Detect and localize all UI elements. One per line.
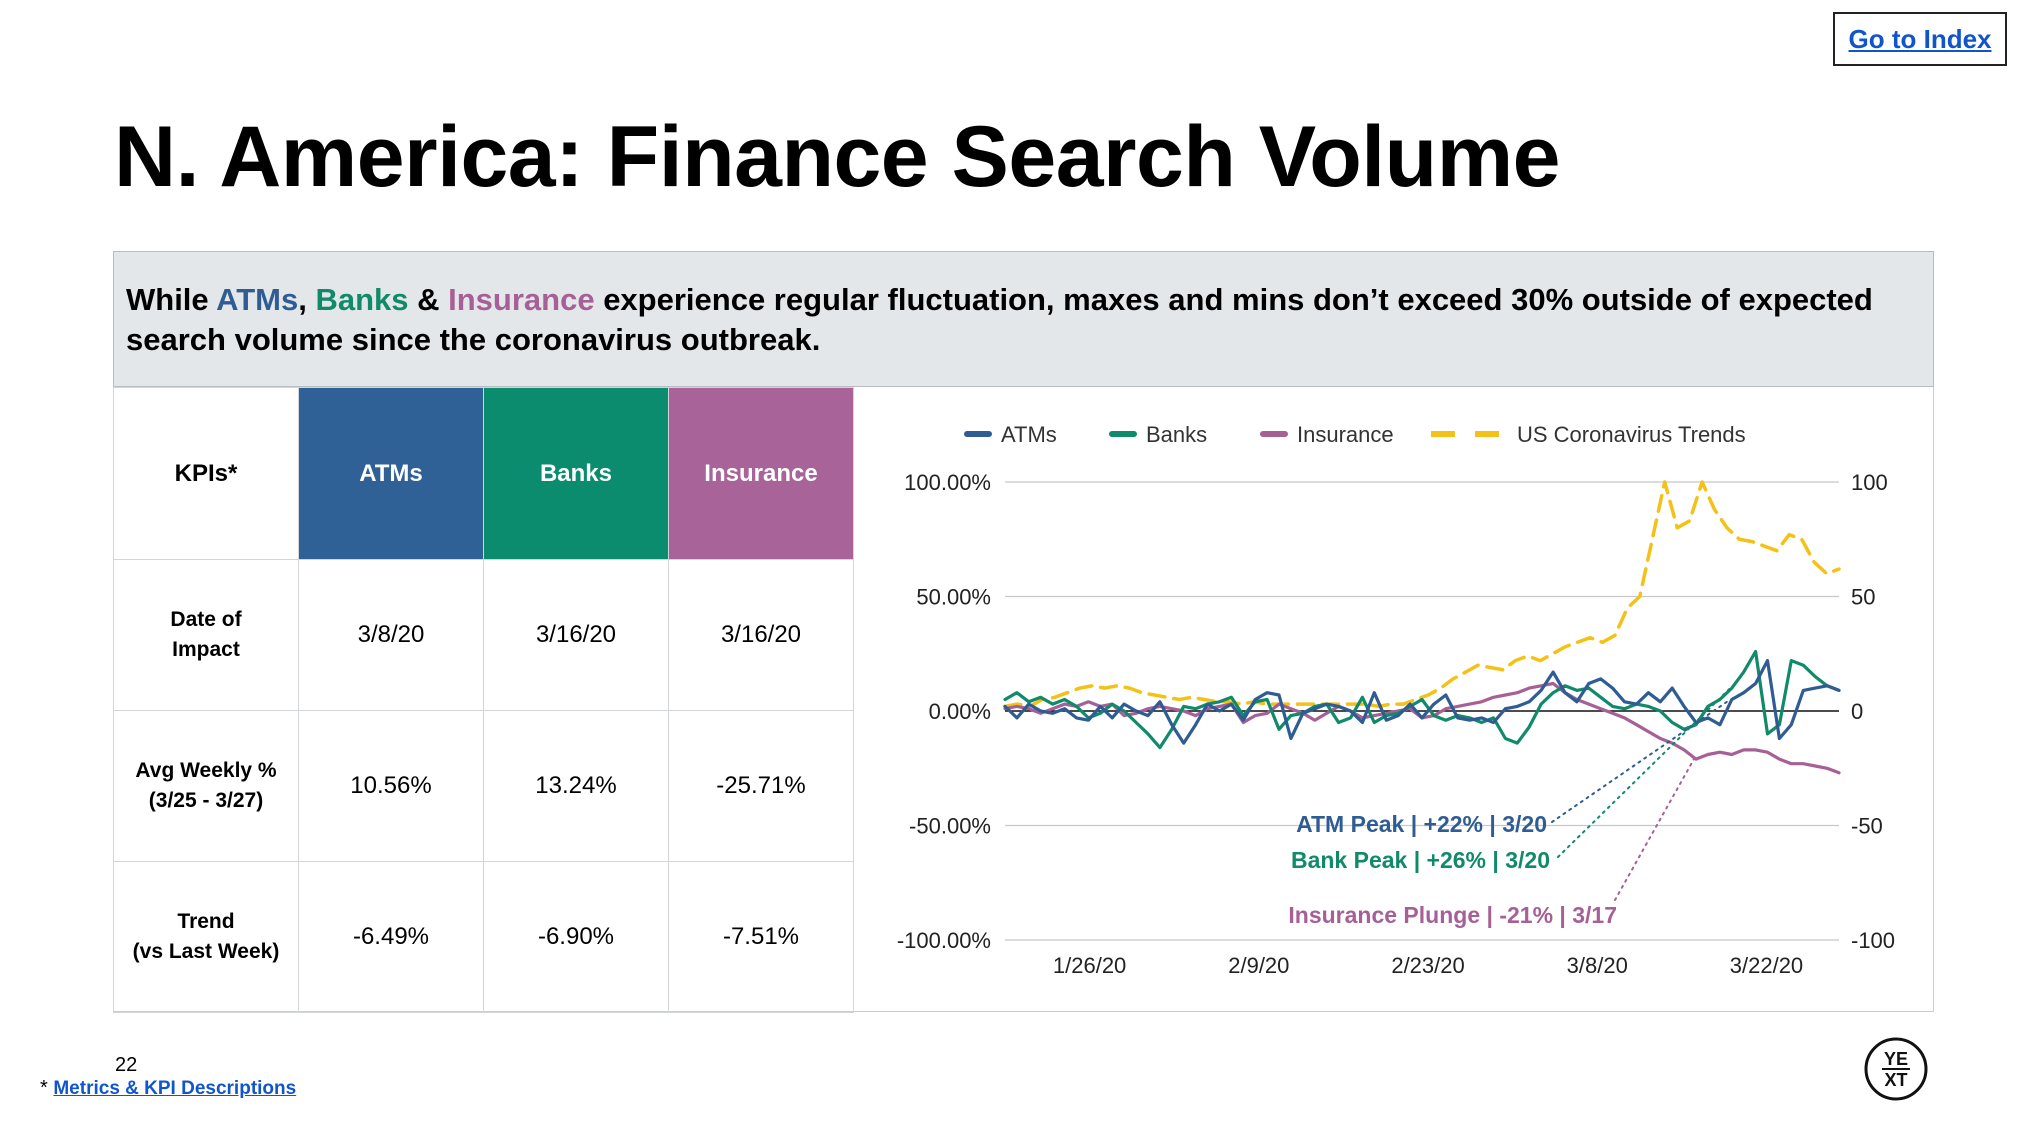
kpi-row-label-line1: Avg Weekly % <box>135 759 277 782</box>
banner-rest: experience regular fluctuation, maxes an… <box>126 282 1873 357</box>
banner-atms: ATMs <box>216 282 299 317</box>
logo-text-bottom: XT <box>1884 1070 1907 1090</box>
kpi-row-label: Avg Weekly % (3/25 - 3/27) <box>113 710 299 862</box>
table-row: Date of Impact 3/8/20 3/16/20 3/16/20 <box>113 559 854 711</box>
y-left-tick-label: 0.00% <box>929 699 991 724</box>
kpi-cell-insurance: 3/16/20 <box>668 559 854 711</box>
annotation-label-banks: Bank Peak | +26% | 3/20 <box>1291 847 1550 873</box>
banner-comma: , <box>298 282 316 317</box>
y-left-tick-label: -50.00% <box>909 814 991 839</box>
y-right-tick-label: 50 <box>1851 585 1875 610</box>
banner-banks: Banks <box>315 282 409 317</box>
kpi-cell-atms: 3/8/20 <box>298 559 484 711</box>
kpi-header-kpis: KPIs* <box>113 387 299 560</box>
kpi-header-banks: Banks <box>483 387 669 560</box>
footnote: * Metrics & KPI Descriptions <box>40 1077 296 1100</box>
y-right-tick-label: -100 <box>1851 928 1895 953</box>
kpi-cell-atms: -6.49% <box>298 861 484 1013</box>
kpi-row-label: Trend (vs Last Week) <box>113 861 299 1013</box>
kpi-cell-banks: 3/16/20 <box>483 559 669 711</box>
kpi-row-label-line1: Trend <box>177 910 235 933</box>
legend-label-banks: Banks <box>1146 422 1207 447</box>
x-tick-label: 2/9/20 <box>1228 953 1289 978</box>
kpi-table: KPIs* ATMs Banks Insurance Date of Impact… <box>113 387 854 1013</box>
annotation-leader-insurance <box>1614 758 1695 901</box>
annotation-label-atms: ATM Peak | +22% | 3/20 <box>1296 811 1547 837</box>
go-to-index-link[interactable]: Go to Index <box>1833 12 2007 66</box>
kpi-cell-banks: -6.90% <box>483 861 669 1013</box>
banner-amp: & <box>408 282 449 317</box>
summary-banner: While ATMs, Banks & Insurance experience… <box>113 251 1934 387</box>
x-tick-label: 2/23/20 <box>1391 953 1464 978</box>
series-line-us-coronavirus-trends <box>1003 480 1841 709</box>
x-tick-label: 3/22/20 <box>1730 953 1803 978</box>
kpi-row-label-line2: (vs Last Week) <box>132 940 280 963</box>
y-left-tick-label: -100.00% <box>897 928 991 953</box>
kpi-header-insurance: Insurance <box>668 387 854 560</box>
kpi-row-label: Date of Impact <box>113 559 299 711</box>
annotation-leader-atms <box>1551 698 1732 823</box>
table-row: Avg Weekly % (3/25 - 3/27) 10.56% 13.24% … <box>113 710 854 862</box>
annotation-leader-banks <box>1557 687 1732 858</box>
kpi-header-row: KPIs* ATMs Banks Insurance <box>113 387 854 560</box>
kpi-header-atms: ATMs <box>298 387 484 560</box>
kpi-cell-insurance: -7.51% <box>668 861 854 1013</box>
legend-label-us-coronavirus-trends: US Coronavirus Trends <box>1517 422 1746 447</box>
banner-insurance: Insurance <box>448 282 595 317</box>
y-left-tick-label: 50.00% <box>916 585 991 610</box>
footnote-star: * <box>40 1077 48 1099</box>
legend-label-atms: ATMs <box>1001 422 1057 447</box>
page-number: 22 <box>115 1054 138 1076</box>
kpi-cell-banks: 13.24% <box>483 710 669 862</box>
kpi-cell-atms: 10.56% <box>298 710 484 862</box>
table-row: Trend (vs Last Week) -6.49% -6.90% -7.51% <box>113 861 854 1013</box>
annotation-label-insurance: Insurance Plunge | -21% | 3/17 <box>1288 902 1617 928</box>
y-right-tick-label: 100 <box>1851 470 1888 495</box>
x-tick-label: 1/26/20 <box>1053 953 1126 978</box>
kpi-row-label-line2: (3/25 - 3/27) <box>148 789 264 812</box>
kpi-row-label-line2: Impact <box>172 638 240 661</box>
y-right-tick-label: -50 <box>1851 814 1883 839</box>
y-right-tick-label: 0 <box>1851 699 1863 724</box>
metrics-kpi-descriptions-link[interactable]: Metrics & KPI Descriptions <box>53 1078 297 1099</box>
series-line-banks <box>1003 649 1841 750</box>
y-left-tick-label: 100.00% <box>904 470 991 495</box>
yext-logo: YE XT <box>1864 1037 1928 1101</box>
search-volume-line-chart: 100.00% 100 50.00% 50 0.00% 0 -50.00% -50 -100.0… <box>897 422 1895 978</box>
kpi-row-label-line1: Date of <box>170 608 242 631</box>
x-tick-label: 3/8/20 <box>1567 953 1628 978</box>
kpi-cell-insurance: -25.71% <box>668 710 854 862</box>
banner-prefix: While <box>126 282 217 317</box>
page-title: N. America: Finance Search Volume <box>114 109 1561 205</box>
logo-text-top: YE <box>1884 1049 1908 1069</box>
legend-label-insurance: Insurance <box>1297 422 1394 447</box>
series-line-atms <box>1003 659 1841 745</box>
